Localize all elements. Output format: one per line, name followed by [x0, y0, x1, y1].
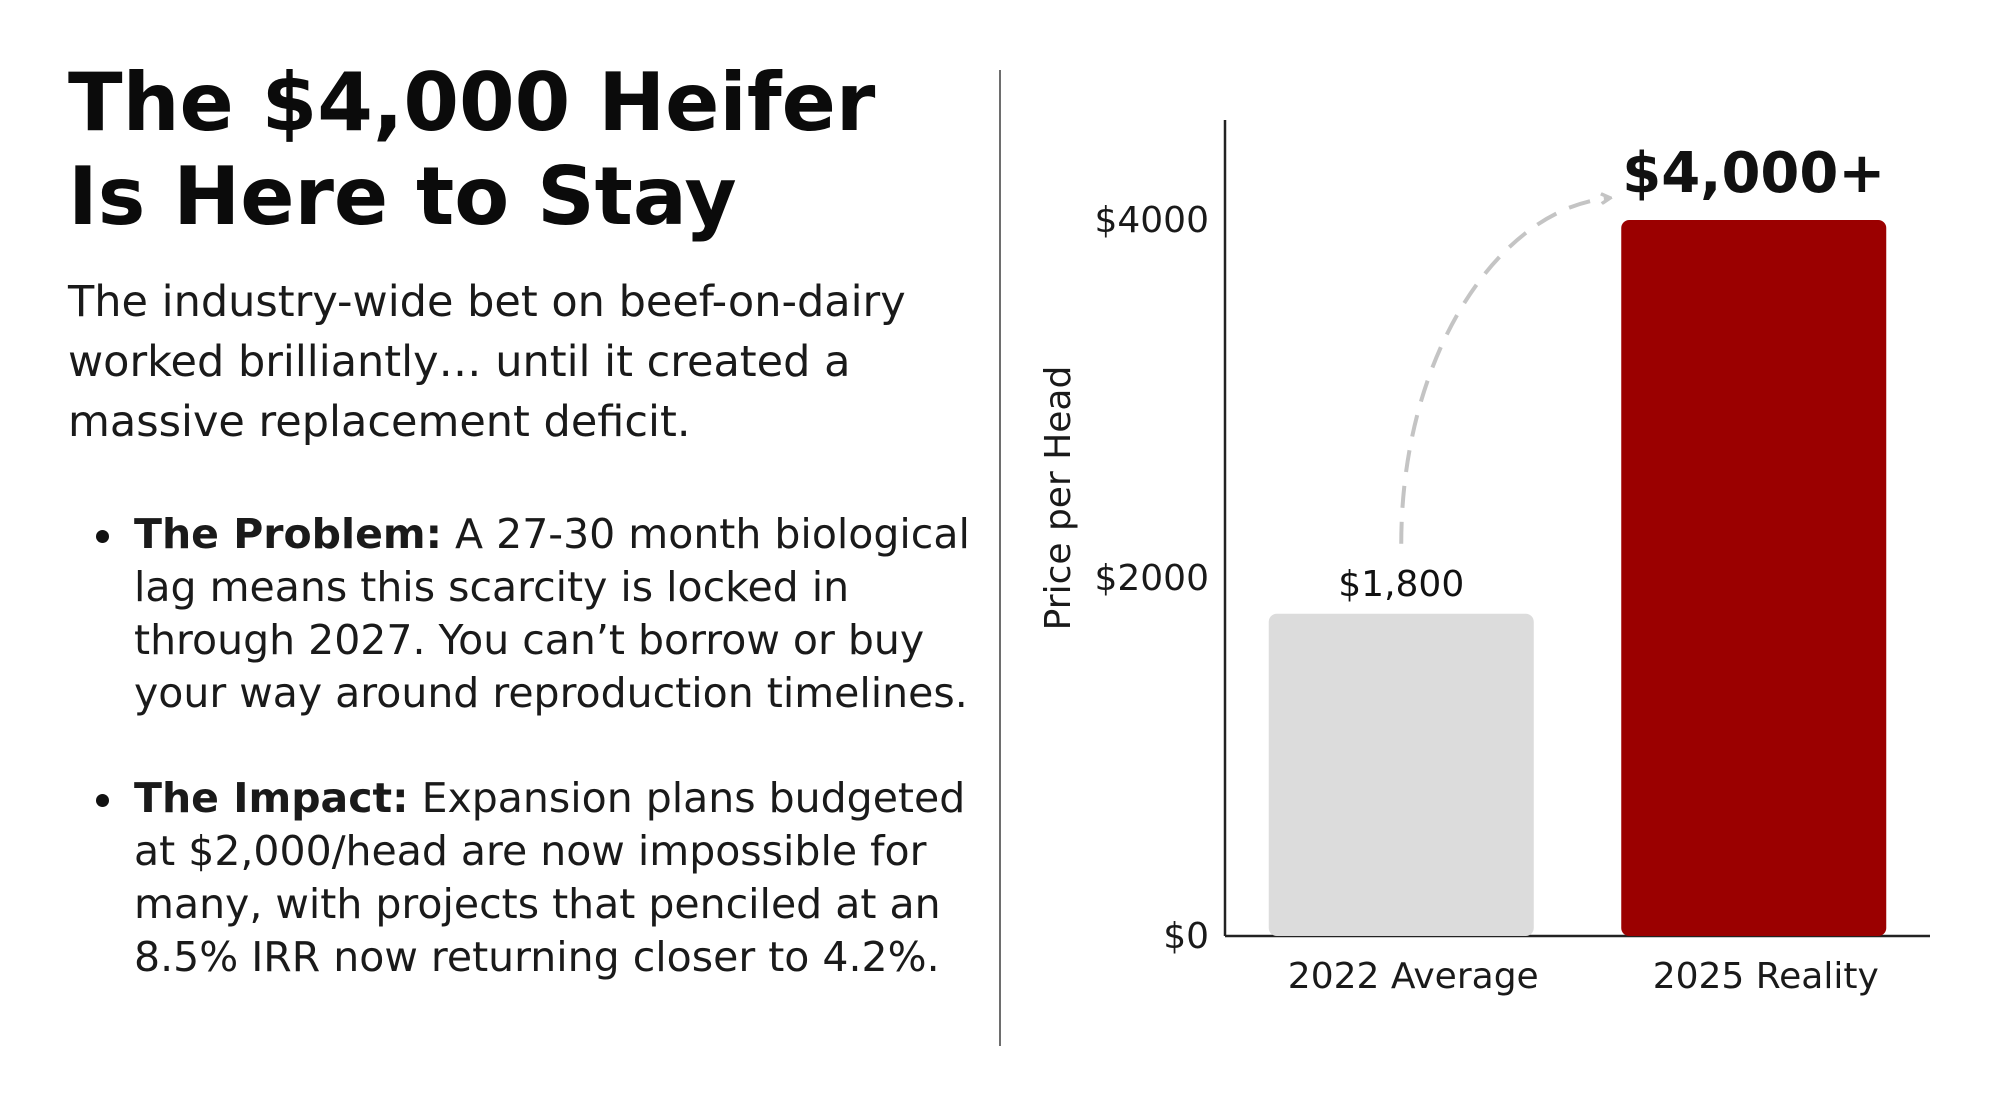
- price-bar-chart: $0 $2000 $4000 Price per Head 2022 Average $1…: [1038, 120, 1930, 997]
- bullet-problem-label: The Problem:: [134, 510, 443, 558]
- bullet-problem-text: A 27-30 month biological lag means this …: [134, 510, 970, 717]
- bullet-impact-text: Expansion plans budgeted at $2,000/head …: [134, 774, 966, 981]
- data-label: $4,000+: [1622, 141, 1885, 206]
- bullet-impact-label: The Impact:: [134, 774, 409, 822]
- x-tick-label: 2022 Average: [1288, 956, 1539, 997]
- title-line-1: The $4,000 Heifer: [68, 56, 876, 149]
- vertical-divider: [999, 70, 1001, 1046]
- y-tick-label: $2000: [1094, 558, 1209, 599]
- y-tick-label: $0: [1163, 916, 1209, 957]
- slide-title: The $4,000 Heifer Is Here to Stay: [68, 56, 875, 244]
- x-tick-label: 2025 Reality: [1653, 956, 1879, 997]
- bullet-impact: The Impact: Expansion plans budgeted at …: [96, 772, 976, 984]
- data-label: $1,800: [1338, 564, 1464, 605]
- y-axis-label: Price per Head: [1038, 366, 1079, 631]
- bullet-list: The Problem: A 27-30 month biological la…: [96, 508, 976, 984]
- bar-2022-average: [1268, 613, 1534, 936]
- bullet-problem: The Problem: A 27-30 month biological la…: [96, 508, 976, 720]
- bullet-dot-icon: [96, 530, 109, 543]
- slide-subtitle: The industry-wide bet on beef-on-dairy w…: [68, 277, 906, 447]
- title-line-2: Is Here to Stay: [68, 150, 737, 243]
- trend-arrow: [1399, 198, 1609, 544]
- bar-2025-reality: [1621, 220, 1887, 936]
- y-tick-label: $4000: [1094, 200, 1209, 241]
- bullet-dot-icon: [96, 794, 109, 807]
